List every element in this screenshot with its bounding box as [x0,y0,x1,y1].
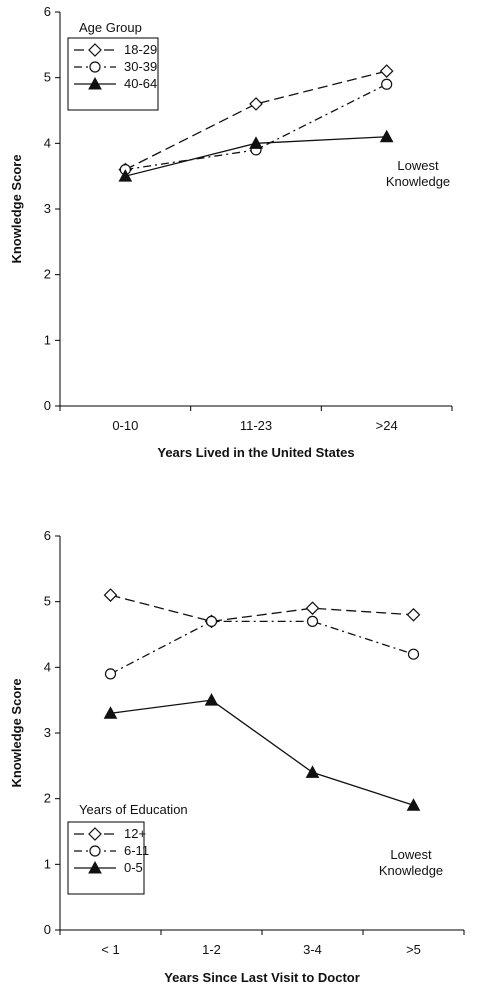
y-tick-label: 4 [44,135,51,150]
chart-years-lived: 0 1 2 3 4 5 6 0-10 11-23 >24 Years Lived in the Un… [9,4,453,460]
legend-label-0-5: 0-5 [124,860,143,875]
chart-years-since-doctor: 0 1 2 3 4 5 6 < 1 1-2 3-4 >5 Years Since Last Visit… [9,528,465,985]
legend-marker-40-64 [88,76,102,90]
x-tick-label: 11-23 [240,418,272,433]
x-tick-label: 3-4 [303,942,322,957]
legend-marker-0-5 [88,860,102,874]
y-tick-label: 2 [44,267,51,282]
series-line-12+ [110,594,414,623]
y-tick-label: 0 [44,398,51,413]
x-axis-title: Years Lived in the United States [157,445,354,460]
legend-label-18-29: 18-29 [124,42,157,57]
y-tick-label: 6 [44,528,51,543]
data-point-0-5 [103,706,118,719]
data-point-0-5 [406,798,421,811]
x-tick-label: >24 [376,418,398,433]
data-point-40-64 [118,169,133,182]
annotation-text: Lowest [397,158,439,173]
legend-title: Years of Education [79,802,188,817]
legend-label-30-39: 30-39 [124,59,157,74]
x-tick-label: 1-2 [202,942,221,957]
data-point-0-5 [305,765,320,778]
legend-marker-6-11 [89,845,101,857]
y-tick-label: 1 [44,856,51,871]
y-tick-label: 1 [44,332,51,347]
data-point-6-11 [205,615,218,627]
y-tick-label: 3 [44,725,51,740]
y-tick-label: 0 [44,922,51,937]
x-tick-label: < 1 [101,942,119,957]
legend-title: Age Group [79,20,142,35]
annotation-text: Knowledge [386,174,450,189]
data-point-12+ [305,601,320,616]
data-point-12+ [406,607,421,622]
y-axis-title: Knowledge Score [9,678,24,787]
y-tick-label: 2 [44,791,51,806]
data-point-0-5 [204,693,219,706]
y-tick-label: 6 [44,4,51,19]
series-line-6-11 [110,620,414,675]
data-point-6-11 [407,648,420,660]
y-axis-title: Knowledge Score [9,154,24,263]
series-line-0-5 [110,699,414,806]
legend-label-6-11: 6-11 [124,843,149,858]
y-tick-label: 5 [44,70,51,85]
y-tick-label: 5 [44,594,51,609]
y-tick-label: 3 [44,201,51,216]
x-tick-label: >5 [406,942,421,957]
annotation-text: Lowest [390,847,432,862]
annotation-text: Knowledge [379,863,443,878]
x-axis-title: Years Since Last Visit to Doctor [164,970,360,985]
data-point-18-29 [379,64,394,78]
data-point-6-11 [306,615,319,627]
data-point-40-64 [249,136,263,149]
x-tick-label: 0-10 [112,418,138,433]
data-point-6-11 [104,668,117,680]
data-point-18-29 [249,97,263,111]
data-point-40-64 [379,129,394,143]
legend-label-40-64: 40-64 [124,76,157,91]
series-line-18-29 [125,70,387,171]
legend-marker-18-29 [88,43,102,57]
series-line-30-39 [125,83,387,171]
data-point-30-39 [381,78,393,90]
legend-marker-12+ [88,827,102,841]
legend-label-12+: 12+ [124,826,146,841]
data-point-12+ [103,588,118,602]
legend-marker-30-39 [89,61,101,73]
y-tick-label: 4 [44,659,51,674]
